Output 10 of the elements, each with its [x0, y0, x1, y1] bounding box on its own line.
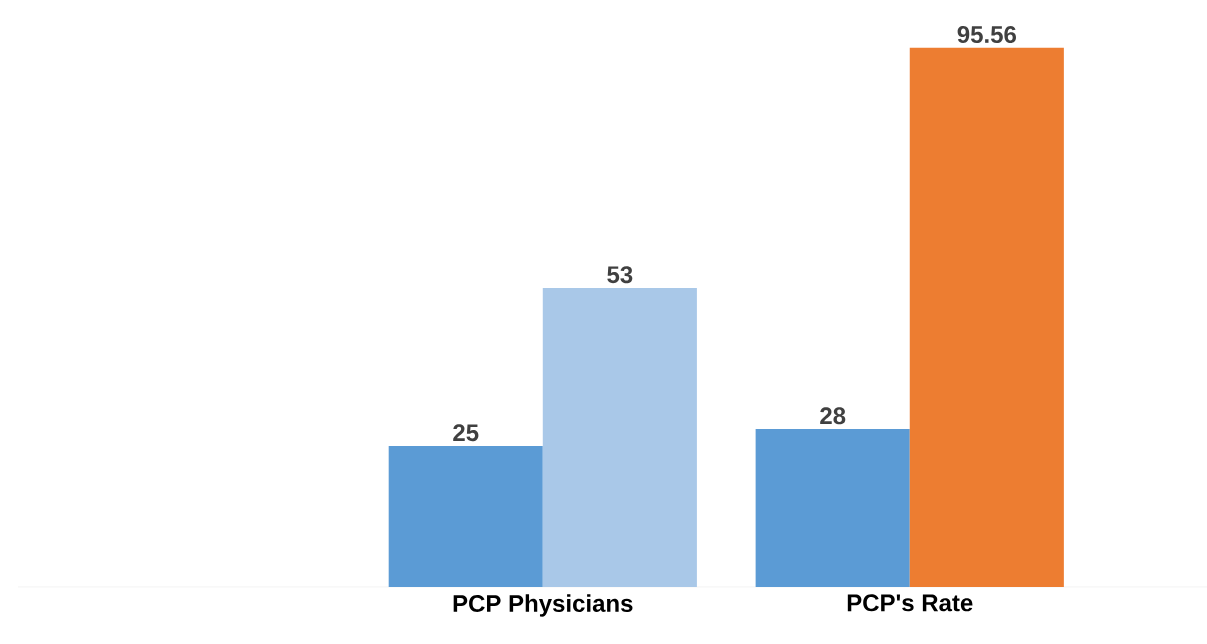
data-label: 28 [820, 407, 846, 425]
data-label: 53 [607, 266, 633, 284]
x-tick-label: PCP Physicians [453, 594, 633, 617]
bar [909, 47, 1064, 587]
bar [755, 428, 910, 587]
bar [542, 287, 697, 587]
data-label: 95.56 [957, 26, 1016, 44]
data-label: 25 [453, 424, 479, 442]
x-tick-label: PCP's Rate [847, 594, 973, 612]
bar [388, 445, 543, 587]
